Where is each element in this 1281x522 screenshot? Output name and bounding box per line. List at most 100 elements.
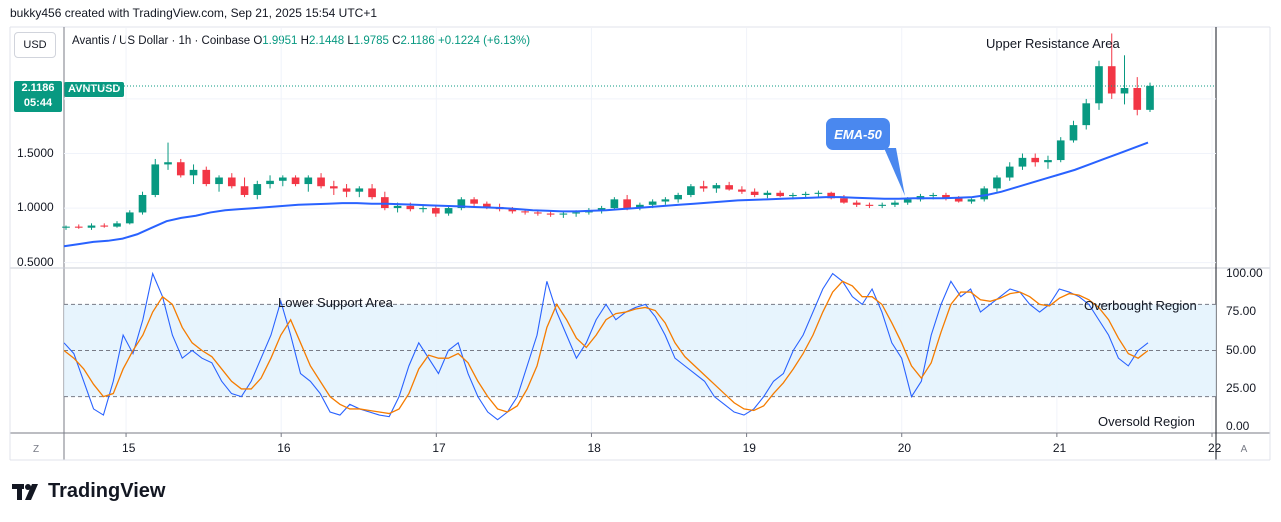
candle-body	[278, 177, 287, 181]
zoom-scale-button[interactable]: Z	[32, 443, 40, 455]
open-label: O	[253, 35, 263, 47]
candle-body	[534, 212, 542, 214]
candle-body	[227, 177, 236, 187]
candle-body	[980, 188, 989, 200]
candle-body	[380, 197, 389, 209]
candle-body	[1031, 157, 1040, 163]
candle-body	[1095, 66, 1103, 104]
candle-body	[763, 192, 772, 195]
candle-body	[1044, 160, 1052, 163]
candle-body	[189, 169, 198, 176]
time-tick-label: 19	[742, 441, 756, 455]
oscillator-levels	[64, 303, 1216, 398]
candle-body	[151, 164, 160, 195]
candle-body	[993, 177, 1001, 189]
price-tick-label: 1.0000	[17, 200, 54, 215]
candle-body	[304, 177, 313, 185]
candle-body	[827, 192, 836, 199]
candle-body	[125, 212, 134, 224]
ema-50-line	[63, 141, 1149, 248]
candle-body	[623, 199, 631, 209]
candle-body	[750, 191, 759, 195]
low-value: 1.9785	[353, 35, 389, 47]
candle-body	[521, 211, 529, 213]
candle-body	[164, 162, 172, 165]
candle-body	[329, 186, 338, 189]
candle-body	[903, 199, 912, 203]
candle-body	[725, 185, 733, 190]
open-value: 1.9951	[262, 35, 298, 47]
candle-body	[1120, 88, 1129, 94]
time-tick-label: 15	[122, 441, 136, 455]
time-tick-label: 16	[277, 441, 291, 455]
time-tick-label: 18	[587, 441, 601, 455]
candle-body	[113, 223, 121, 227]
current-price: 2.1186	[21, 82, 55, 94]
candle-body	[840, 198, 848, 203]
change-value: +0.1224 (+6.13%)	[438, 35, 531, 47]
candlesticks	[62, 33, 1154, 230]
high-value: 2.1448	[308, 35, 345, 47]
upper-resistance-label: Upper Resistance Area	[986, 36, 1120, 51]
candle-body	[801, 193, 810, 195]
candle-body	[176, 162, 185, 176]
candle-body	[738, 189, 746, 192]
lower-support-label: Lower Support Area	[278, 295, 393, 310]
candle-body	[674, 194, 682, 200]
time-tick-label: 21	[1052, 441, 1067, 455]
symbol-bar: Avantis / US Dollar · 1h · Coinbase O1.9…	[72, 35, 530, 47]
candle-body	[291, 177, 300, 185]
candle-body	[865, 204, 874, 206]
currency-button[interactable]: USD	[14, 32, 56, 58]
header-credit: bukky456 created with TradingView.com, S…	[10, 6, 378, 20]
candle-body	[100, 225, 109, 227]
candle-body	[610, 199, 619, 209]
candle-body	[342, 188, 351, 192]
auto-scale-button[interactable]: A	[1240, 443, 1248, 455]
tradingview-logo[interactable]: TradingView	[12, 480, 165, 503]
candle-body	[1005, 166, 1014, 178]
candle-body	[929, 194, 938, 197]
candle-body	[393, 205, 402, 209]
candle-body	[317, 177, 325, 187]
oscillator-tick-label: 0.00	[1226, 419, 1250, 434]
oscillator-tick-label: 100.00	[1226, 265, 1263, 280]
candle-body	[789, 194, 797, 197]
time-tick-label: 17	[432, 441, 446, 455]
time-axis	[125, 433, 1213, 437]
candle-body	[202, 169, 211, 185]
candle-body	[1133, 88, 1142, 110]
candle-body	[942, 194, 950, 199]
candle-body	[648, 201, 657, 205]
candle-body	[546, 213, 555, 215]
oscillator-tick-label: 75.00	[1226, 304, 1257, 319]
candle-body	[432, 208, 440, 214]
tradingview-logo-icon	[12, 483, 38, 500]
oscillator-tick-label: 50.00	[1226, 342, 1257, 357]
candle-body	[483, 203, 491, 207]
oscillator-tick-label: 25.00	[1226, 380, 1257, 395]
candle-body	[878, 204, 887, 206]
candle-body	[508, 209, 517, 212]
oscillator-d-line	[63, 280, 1149, 415]
candle-body	[1082, 103, 1091, 126]
candle-body	[368, 188, 376, 198]
candle-body	[74, 226, 83, 228]
candle-body	[457, 199, 466, 209]
high-label: H	[300, 35, 309, 47]
candle-body	[138, 194, 147, 213]
candle-body	[891, 202, 899, 205]
candle-body	[712, 185, 721, 189]
candle-body	[1069, 125, 1078, 141]
candle-body	[240, 186, 249, 195]
candle-body	[661, 199, 670, 202]
symbol-name[interactable]: Avantis / US Dollar · 1h · Coinbase	[72, 35, 251, 47]
ema-callout: EMA-50	[826, 118, 890, 150]
candle-body	[636, 204, 644, 209]
candle-body	[967, 199, 976, 202]
time-tick-label: 20	[897, 441, 912, 455]
low-label: L	[347, 35, 354, 47]
candle-body	[406, 205, 415, 210]
ema-callout-pointer	[884, 148, 905, 196]
